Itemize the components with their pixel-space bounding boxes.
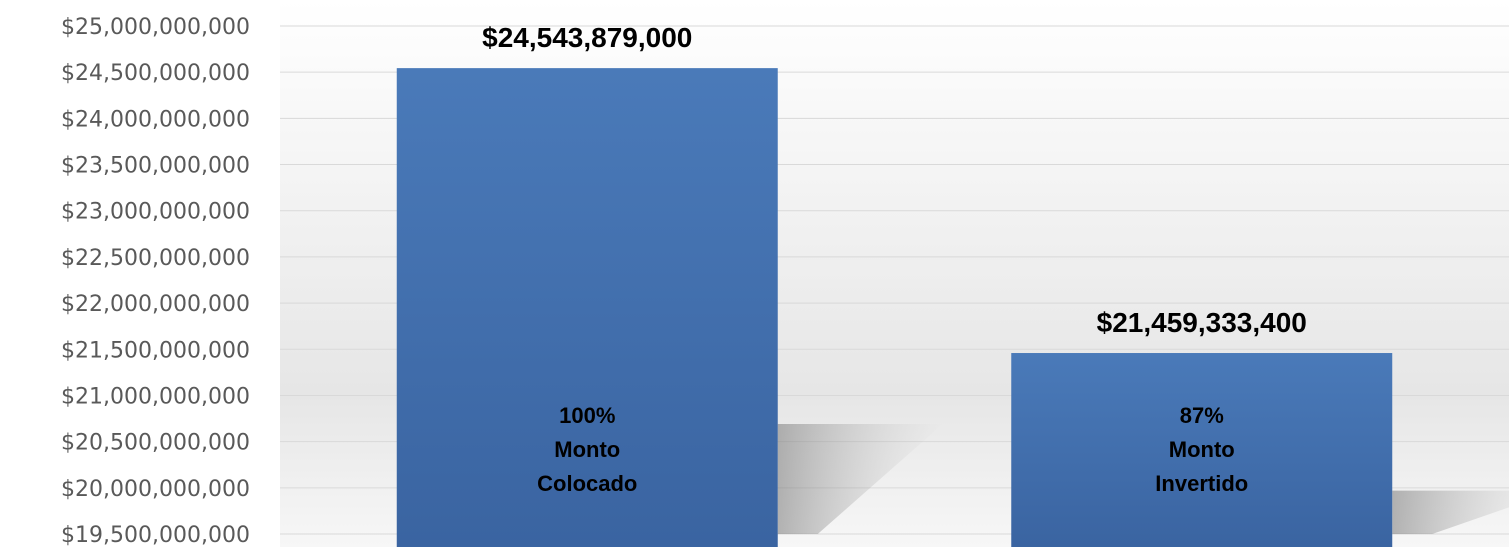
bar-inner-label: 87% (1180, 403, 1224, 428)
y-tick-label: $19,500,000,000 (61, 523, 250, 547)
bar-value-label: $24,543,879,000 (482, 22, 692, 53)
bar (396, 68, 778, 547)
y-axis-tick-labels: $19,500,000,000 $20,000,000,000 $20,500,00… (61, 15, 250, 547)
bar-shadows (777, 424, 1509, 534)
bar-inner-label: 100% (559, 403, 615, 428)
y-tick-label: $20,500,000,000 (61, 431, 250, 456)
bar-shadow (1392, 490, 1509, 534)
y-tick-label: $22,000,000,000 (61, 292, 250, 317)
y-tick-label: $21,500,000,000 (61, 338, 250, 363)
y-tick-label: $25,000,000,000 (61, 15, 250, 40)
bar-inner-label: Colocado (537, 471, 637, 496)
data-labels: $24,543,879,000 100% Monto Colocado $21,459,… (482, 22, 1307, 496)
y-tick-label: $23,500,000,000 (61, 154, 250, 179)
bar-inner-label: Monto (554, 437, 620, 462)
y-tick-label: $24,500,000,000 (61, 61, 250, 86)
y-tick-label: $21,000,000,000 (61, 384, 250, 409)
bars (396, 68, 1393, 547)
bar-inner-label: Invertido (1155, 471, 1248, 496)
y-tick-label: $20,000,000,000 (61, 477, 250, 502)
y-tick-label: $23,000,000,000 (61, 200, 250, 225)
y-tick-label: $24,000,000,000 (61, 107, 250, 132)
bar-shadow (777, 424, 943, 534)
y-tick-label: $22,500,000,000 (61, 246, 250, 271)
bar (1011, 353, 1393, 547)
bar-inner-label: Monto (1169, 437, 1235, 462)
bar-value-label: $21,459,333,400 (1097, 307, 1307, 338)
